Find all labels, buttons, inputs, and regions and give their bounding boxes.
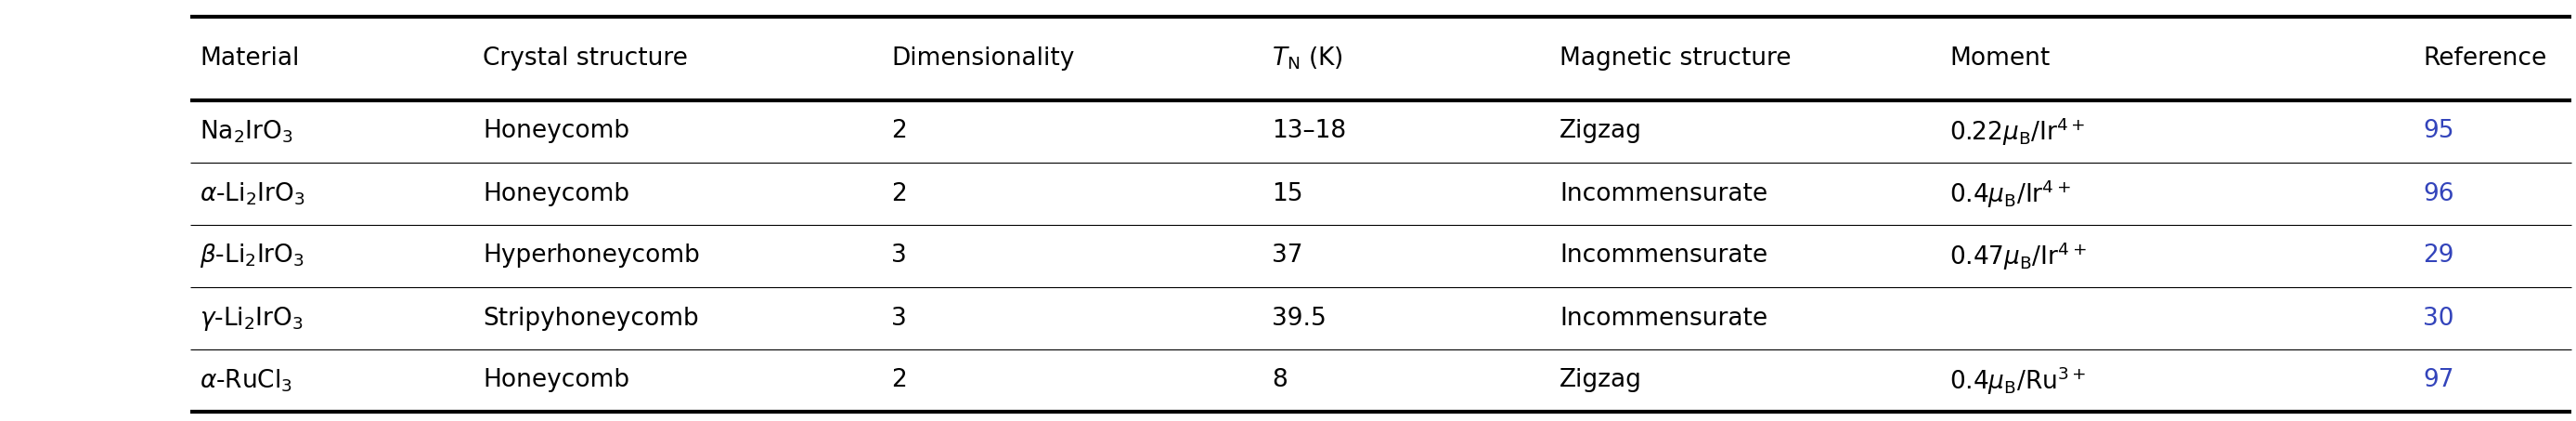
- Text: 13–18: 13–18: [1273, 120, 1347, 144]
- Text: $\alpha\text{-}\mathrm{RuCl_3}$: $\alpha\text{-}\mathrm{RuCl_3}$: [198, 368, 294, 394]
- Text: Reference: Reference: [2424, 46, 2548, 71]
- Text: 3: 3: [891, 244, 907, 268]
- Text: 2: 2: [891, 182, 907, 206]
- Text: Honeycomb: Honeycomb: [482, 368, 629, 393]
- Text: $0.22\mu_{\mathrm{B}}/\mathrm{Ir}^{4+}$: $0.22\mu_{\mathrm{B}}/\mathrm{Ir}^{4+}$: [1950, 115, 2084, 147]
- Text: $0.4\mu_{\mathrm{B}}/\mathrm{Ru}^{3+}$: $0.4\mu_{\mathrm{B}}/\mathrm{Ru}^{3+}$: [1950, 365, 2087, 397]
- Text: $\gamma\text{-}\mathrm{Li_2IrO_3}$: $\gamma\text{-}\mathrm{Li_2IrO_3}$: [198, 304, 304, 332]
- Text: $\mathrm{Na_2IrO_3}$: $\mathrm{Na_2IrO_3}$: [198, 118, 294, 145]
- Text: Incommensurate: Incommensurate: [1558, 306, 1767, 330]
- Text: Moment: Moment: [1950, 46, 2050, 71]
- Text: 37: 37: [1273, 244, 1303, 268]
- Text: $T_\mathrm{N}$ (K): $T_\mathrm{N}$ (K): [1273, 45, 1342, 72]
- Text: Magnetic structure: Magnetic structure: [1558, 46, 1790, 71]
- Text: 30: 30: [2424, 306, 2455, 330]
- Text: Crystal structure: Crystal structure: [482, 46, 688, 71]
- Text: Honeycomb: Honeycomb: [482, 120, 629, 144]
- Text: 96: 96: [2424, 182, 2455, 206]
- Text: Honeycomb: Honeycomb: [482, 182, 629, 206]
- Text: 29: 29: [2424, 244, 2455, 268]
- Text: Hyperhoneycomb: Hyperhoneycomb: [482, 244, 701, 268]
- Text: 95: 95: [2424, 120, 2455, 144]
- Text: $\alpha\text{-}\mathrm{Li_2IrO_3}$: $\alpha\text{-}\mathrm{Li_2IrO_3}$: [198, 181, 304, 207]
- Text: $0.47\mu_{\mathrm{B}}/\mathrm{Ir}^{4+}$: $0.47\mu_{\mathrm{B}}/\mathrm{Ir}^{4+}$: [1950, 240, 2087, 272]
- Text: 39.5: 39.5: [1273, 306, 1327, 330]
- Text: 8: 8: [1273, 368, 1288, 393]
- Text: 2: 2: [891, 120, 907, 144]
- Text: Incommensurate: Incommensurate: [1558, 244, 1767, 268]
- Text: $\beta\text{-}\mathrm{Li_2IrO_3}$: $\beta\text{-}\mathrm{Li_2IrO_3}$: [198, 242, 304, 270]
- Text: $0.4\mu_{\mathrm{B}}/\mathrm{Ir}^{4+}$: $0.4\mu_{\mathrm{B}}/\mathrm{Ir}^{4+}$: [1950, 178, 2071, 210]
- Text: Dimensionality: Dimensionality: [891, 46, 1074, 71]
- Text: 15: 15: [1273, 182, 1303, 206]
- Text: Material: Material: [198, 46, 299, 71]
- Text: 3: 3: [891, 306, 907, 330]
- Text: 97: 97: [2424, 368, 2455, 393]
- Text: Zigzag: Zigzag: [1558, 120, 1641, 144]
- Text: Incommensurate: Incommensurate: [1558, 182, 1767, 206]
- Text: 2: 2: [891, 368, 907, 393]
- Text: Stripyhoneycomb: Stripyhoneycomb: [482, 306, 698, 330]
- Text: Zigzag: Zigzag: [1558, 368, 1641, 393]
